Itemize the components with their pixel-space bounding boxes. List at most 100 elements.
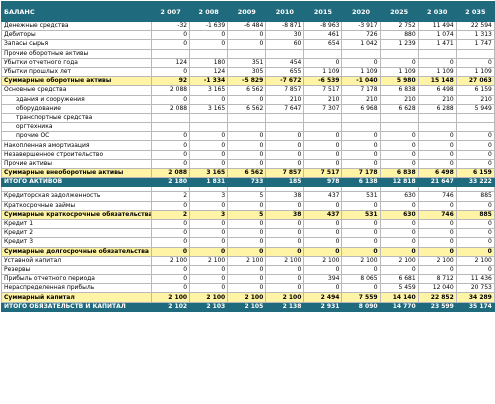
- value-cell[interactable]: 2 494: [303, 292, 343, 303]
- value-cell[interactable]: 124: [150, 57, 191, 68]
- value-cell[interactable]: 2 100: [303, 255, 343, 266]
- value-cell[interactable]: 0: [189, 94, 229, 105]
- row-label[interactable]: Кредит 3: [1, 237, 152, 248]
- value-cell[interactable]: [265, 48, 305, 59]
- value-cell[interactable]: 0: [150, 246, 191, 257]
- value-cell[interactable]: [227, 122, 267, 133]
- row-label[interactable]: Суммарные долгосрочные обязательства: [1, 246, 152, 257]
- value-cell[interactable]: -7 672: [265, 76, 305, 87]
- value-cell[interactable]: 2 100: [150, 255, 191, 266]
- value-cell[interactable]: 0: [417, 57, 457, 68]
- value-cell[interactable]: -1 334: [189, 76, 229, 87]
- value-cell[interactable]: 0: [227, 30, 267, 41]
- value-cell[interactable]: [417, 48, 457, 59]
- value-cell[interactable]: 0: [150, 274, 191, 285]
- value-cell[interactable]: 0: [189, 237, 229, 248]
- value-cell[interactable]: 7 178: [341, 85, 381, 96]
- value-cell[interactable]: 0: [227, 237, 267, 248]
- row-label[interactable]: Прочие активы: [1, 158, 152, 170]
- value-cell[interactable]: 531: [341, 191, 381, 202]
- value-cell[interactable]: 2 100: [341, 255, 381, 266]
- value-cell[interactable]: 23 599: [417, 301, 457, 312]
- value-cell[interactable]: 6 681: [379, 274, 419, 285]
- value-cell[interactable]: 0: [303, 200, 343, 211]
- value-cell[interactable]: 2 100: [189, 292, 229, 303]
- value-cell[interactable]: 21 647: [417, 177, 457, 188]
- value-cell[interactable]: 437: [303, 209, 343, 220]
- value-cell[interactable]: 0: [189, 149, 229, 160]
- value-cell[interactable]: 0: [303, 158, 343, 170]
- value-cell[interactable]: 0: [265, 283, 305, 294]
- value-cell[interactable]: 210: [303, 94, 343, 105]
- value-cell[interactable]: 6 562: [227, 85, 267, 96]
- value-cell[interactable]: [303, 48, 343, 59]
- value-cell[interactable]: 1 239: [379, 39, 419, 50]
- value-cell[interactable]: 0: [379, 246, 419, 257]
- value-cell[interactable]: 0: [189, 158, 229, 170]
- value-cell[interactable]: 655: [265, 66, 305, 78]
- value-cell[interactable]: 0: [227, 158, 267, 170]
- value-cell[interactable]: 0: [303, 228, 343, 239]
- row-label[interactable]: транспортные средства: [1, 112, 152, 124]
- value-cell[interactable]: 351: [227, 57, 267, 68]
- value-cell[interactable]: 1 109: [455, 66, 495, 78]
- value-cell[interactable]: 0: [303, 246, 343, 257]
- value-cell[interactable]: 1 109: [379, 66, 419, 78]
- value-cell[interactable]: 1 109: [417, 66, 457, 78]
- value-cell[interactable]: 0: [303, 149, 343, 160]
- value-cell[interactable]: 185: [265, 177, 305, 188]
- value-cell[interactable]: 7 517: [303, 85, 343, 96]
- value-cell[interactable]: 0: [227, 274, 267, 285]
- value-cell[interactable]: 0: [341, 131, 381, 142]
- value-cell[interactable]: 0: [265, 158, 305, 170]
- value-cell[interactable]: 746: [417, 209, 457, 220]
- value-cell[interactable]: 0: [227, 94, 267, 105]
- value-cell[interactable]: [189, 48, 229, 59]
- value-cell[interactable]: 5: [227, 191, 267, 202]
- row-label[interactable]: здания и сооружения: [1, 94, 152, 105]
- value-cell[interactable]: 0: [150, 131, 191, 142]
- value-cell[interactable]: 0: [341, 140, 381, 151]
- value-cell[interactable]: 15 148: [417, 76, 457, 87]
- value-cell[interactable]: 3: [189, 191, 229, 202]
- value-cell[interactable]: 0: [303, 218, 343, 230]
- row-label[interactable]: Нераспределенная прибыль: [1, 283, 152, 294]
- value-cell[interactable]: 0: [227, 39, 267, 50]
- row-label[interactable]: ИТОГО АКТИВОВ: [1, 177, 152, 188]
- year-header[interactable]: 2 035: [455, 1, 495, 22]
- value-cell[interactable]: 210: [455, 94, 495, 105]
- value-cell[interactable]: 1 831: [189, 177, 229, 188]
- value-cell[interactable]: [417, 122, 457, 133]
- value-cell[interactable]: 22 852: [417, 292, 457, 303]
- value-cell[interactable]: 0: [227, 200, 267, 211]
- value-cell[interactable]: 6 562: [227, 167, 267, 179]
- value-cell[interactable]: 0: [227, 246, 267, 257]
- value-cell[interactable]: 0: [227, 264, 267, 276]
- value-cell[interactable]: 2 100: [417, 255, 457, 266]
- value-cell[interactable]: 0: [341, 200, 381, 211]
- row-label[interactable]: Дебиторы: [1, 30, 152, 41]
- row-label[interactable]: Суммарные краткосрочные обязательства: [1, 209, 152, 220]
- value-cell[interactable]: 0: [417, 228, 457, 239]
- row-label[interactable]: Накопленная амортизация: [1, 140, 152, 151]
- value-cell[interactable]: 2 180: [150, 177, 191, 188]
- value-cell[interactable]: 0: [303, 131, 343, 142]
- row-label[interactable]: Суммарные оборотные активы: [1, 76, 152, 87]
- value-cell[interactable]: 35 174: [455, 301, 495, 312]
- value-cell[interactable]: 6 159: [455, 85, 495, 96]
- value-cell[interactable]: 0: [417, 237, 457, 248]
- value-cell[interactable]: 1 747: [455, 39, 495, 50]
- value-cell[interactable]: 0: [455, 131, 495, 142]
- value-cell[interactable]: 210: [417, 94, 457, 105]
- value-cell[interactable]: 22 594: [455, 20, 495, 32]
- value-cell[interactable]: 0: [455, 149, 495, 160]
- value-cell[interactable]: 0: [455, 57, 495, 68]
- value-cell[interactable]: 0: [150, 94, 191, 105]
- row-label[interactable]: Суммарный капитал: [1, 292, 152, 303]
- value-cell[interactable]: 0: [341, 149, 381, 160]
- value-cell[interactable]: 630: [379, 191, 419, 202]
- value-cell[interactable]: 2 088: [150, 103, 191, 114]
- value-cell[interactable]: 2 100: [189, 255, 229, 266]
- value-cell[interactable]: 5: [227, 209, 267, 220]
- value-cell[interactable]: -8 963: [303, 20, 343, 32]
